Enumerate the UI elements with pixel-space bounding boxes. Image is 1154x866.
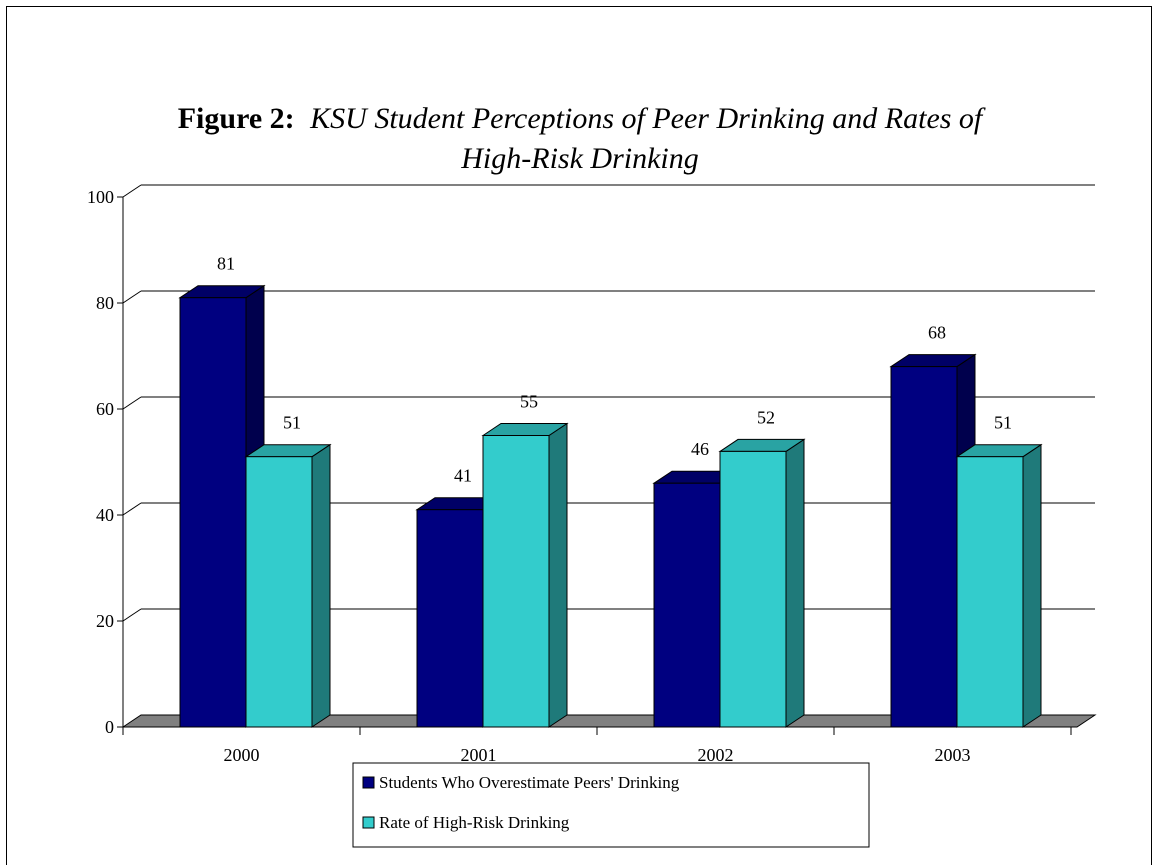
data-label: 51 [994, 413, 1012, 433]
data-label: 55 [520, 392, 538, 412]
gridline-diagonal [122, 608, 142, 622]
x-category-label: 2002 [698, 745, 734, 765]
chart-title-prefix: Figure 2: [178, 102, 295, 135]
chart-title-line2: High-Risk Drinking [460, 142, 698, 175]
gridline-diagonal [122, 184, 142, 198]
x-category-label: 2001 [461, 745, 497, 765]
chart-title-line1: Figure 2: KSU Student Perceptions of Pee… [178, 102, 986, 135]
bar-1-2000 [178, 284, 266, 728]
bar-side [548, 422, 568, 728]
chart-title-main: KSU Student Perceptions of Peer Drinking… [309, 102, 986, 135]
category-axis-labels: 2000 2001 2002 2003 [224, 745, 971, 765]
bar-side [785, 438, 805, 728]
bar-front [482, 435, 550, 728]
data-label: 81 [217, 254, 235, 274]
bar-front [890, 366, 958, 728]
y-tick-label: 60 [96, 399, 114, 419]
data-label: 51 [283, 413, 301, 433]
x-category-label: 2000 [224, 745, 260, 765]
legend-label-series-2: Rate of High-Risk Drinking [379, 813, 570, 832]
y-tick-label: 20 [96, 611, 114, 631]
bar-side [311, 443, 331, 728]
y-tick-label: 0 [105, 717, 114, 737]
bars [178, 284, 1043, 728]
y-tick-label: 40 [96, 505, 114, 525]
legend-swatch-series-2 [362, 816, 375, 829]
legend-label-series-1: Students Who Overestimate Peers' Drinkin… [379, 773, 680, 792]
gridline-diagonal [122, 502, 142, 516]
x-category-label: 2003 [935, 745, 971, 765]
gridline-diagonal [122, 290, 142, 304]
data-label: 68 [928, 323, 946, 343]
legend: Students Who Overestimate Peers' Drinkin… [352, 762, 870, 848]
bar-2-2002 [718, 438, 806, 728]
gridline-diagonal [122, 396, 142, 410]
bar-front [956, 456, 1024, 728]
bar-front [719, 450, 787, 728]
bar-2-2003 [955, 443, 1043, 728]
legend-swatch-series-1 [362, 776, 375, 789]
bar-front [653, 482, 721, 728]
bar-2-2000 [244, 443, 332, 728]
bar-front [179, 297, 247, 728]
data-label: 46 [691, 439, 709, 459]
bar-side [1022, 443, 1042, 728]
bar-front [245, 456, 313, 728]
bar-front [416, 509, 484, 728]
data-label: 52 [757, 407, 775, 427]
y-tick-label: 80 [96, 293, 114, 313]
y-tick-label: 100 [87, 187, 114, 207]
bar-2-2001 [481, 422, 569, 728]
chart-frame: Figure 2: KSU Student Perceptions of Pee… [6, 6, 1152, 865]
bar-chart: Figure 2: KSU Student Perceptions of Pee… [87, 102, 1097, 848]
legend-box [352, 762, 870, 848]
data-label: 41 [454, 466, 472, 486]
data-labels: 81 51 41 55 46 52 68 51 [217, 254, 1012, 486]
